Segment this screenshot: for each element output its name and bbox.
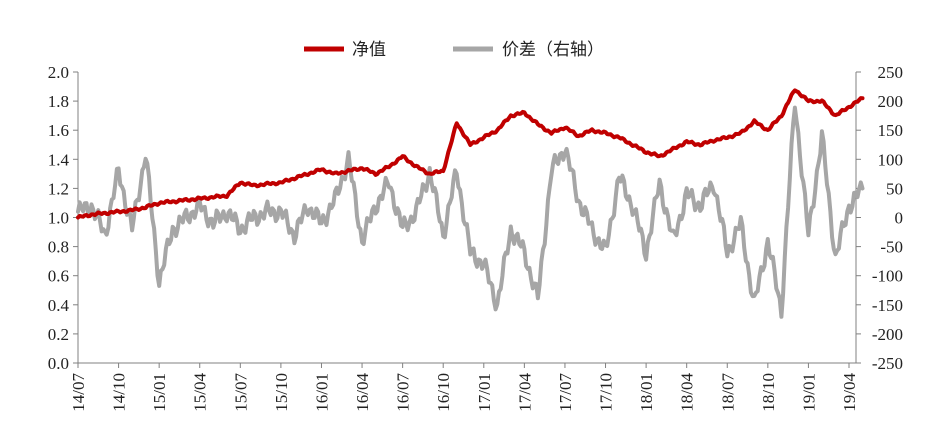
left-tick-label: 1.2	[48, 179, 69, 198]
right-tick-label: -200	[872, 325, 903, 344]
x-tick-label: 17/07	[556, 373, 575, 412]
x-tick-label: 16/07	[394, 373, 413, 412]
right-tick-label: -50	[880, 238, 903, 257]
x-tick-label: 16/04	[353, 373, 372, 412]
x-tick-label: 19/01	[799, 373, 818, 412]
legend: 净值 价差（右轴）	[304, 40, 604, 60]
legend-label: 净值	[352, 40, 386, 60]
right-tick-label: 150	[878, 121, 904, 140]
x-tick-label: 18/01	[637, 373, 656, 412]
series-layer	[76, 88, 865, 319]
left-tick-label: 0.8	[48, 238, 69, 257]
axes: 0.0 0.2 0.4 0.6 0.8 1.0 1.2 1.4 1.6 1.8 2.0 -250 -20…	[48, 63, 903, 412]
right-tick-label: 250	[878, 63, 904, 82]
x-tick-label: 19/04	[840, 373, 859, 412]
left-tick-label: 1.6	[48, 121, 69, 140]
left-tick-label: 1.0	[48, 209, 69, 228]
legend-label: 价差（右轴）	[502, 40, 604, 60]
x-tick-label: 15/10	[272, 373, 291, 412]
left-tick-label: 0.6	[48, 267, 69, 286]
x-tick-label: 18/04	[678, 373, 697, 412]
left-tick-label: 1.8	[48, 92, 69, 111]
right-tick-label: 50	[886, 179, 903, 198]
x-tick-label: 17/10	[597, 373, 616, 412]
left-tick-label: 0.4	[48, 296, 70, 315]
right-tick-label: 200	[878, 92, 904, 111]
right-tick-label: 0	[895, 209, 904, 228]
x-tick-label: 16/01	[312, 373, 331, 412]
x-tick-label: 14/10	[110, 373, 129, 412]
x-tick-label: 17/01	[475, 373, 494, 412]
x-tick-label: 17/04	[515, 373, 534, 412]
left-tick-label: 2.0	[48, 63, 69, 82]
x-tick-label: 18/10	[759, 373, 778, 412]
x-tick-label: 18/07	[718, 373, 737, 412]
right-tick-label: -100	[872, 267, 903, 286]
x-tick-label: 16/10	[434, 373, 453, 412]
right-tick-label: -250	[872, 354, 903, 373]
left-tick-label: 0.0	[48, 354, 69, 373]
right-tick-label: 100	[878, 150, 904, 169]
left-tick-label: 0.2	[48, 325, 69, 344]
spread-series-line	[76, 105, 865, 319]
x-tick-label: 15/07	[231, 373, 250, 412]
x-tick-label: 15/01	[150, 373, 169, 412]
left-tick-label: 1.4	[48, 150, 70, 169]
nav-series-line	[76, 88, 865, 220]
x-tick-label: 15/04	[191, 373, 210, 412]
x-tick-label: 14/07	[69, 373, 88, 412]
right-tick-label: -150	[872, 296, 903, 315]
